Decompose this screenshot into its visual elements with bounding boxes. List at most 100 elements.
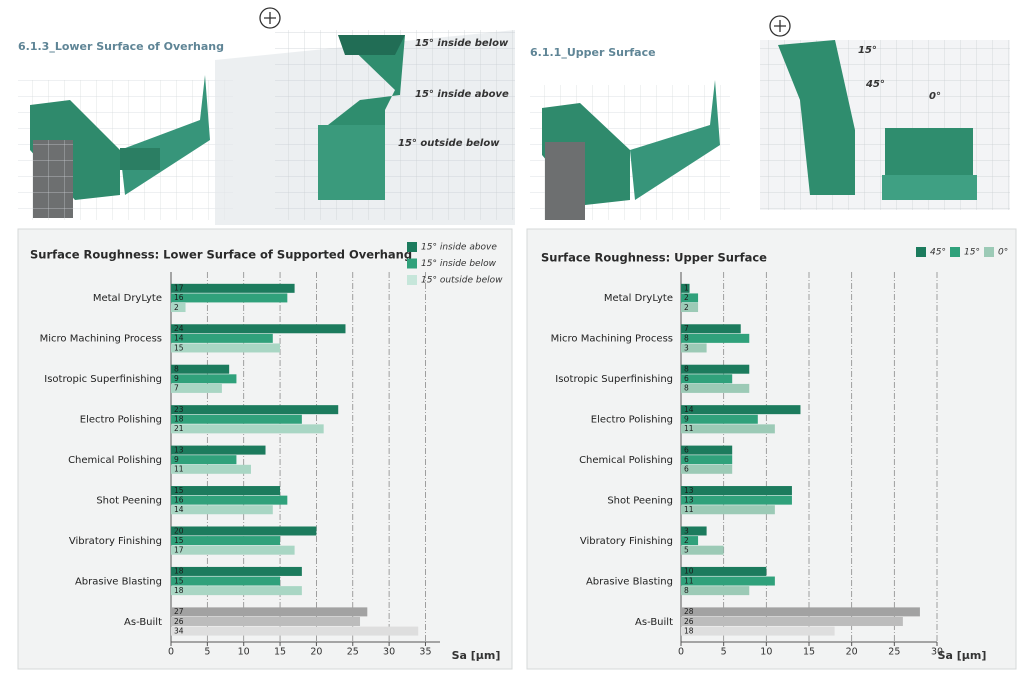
value-label: 16 [174, 293, 184, 302]
value-label: 9 [174, 455, 179, 464]
value-label: 14 [174, 334, 184, 343]
value-label: 34 [174, 626, 184, 635]
bar [171, 333, 273, 343]
value-label: 15 [174, 576, 184, 585]
bar [681, 445, 733, 455]
value-label: 16 [174, 495, 184, 504]
x-tick-label: 0 [678, 647, 684, 658]
category-label: Electro Polishing [591, 415, 673, 426]
x-tick-label: 25 [347, 647, 359, 658]
category-label: Chemical Polishing [579, 455, 673, 466]
value-label: 6 [684, 455, 689, 464]
x-tick-label: 0 [168, 647, 174, 658]
bar [681, 414, 758, 424]
bar [171, 293, 288, 303]
value-label: 24 [174, 324, 184, 333]
category-label: Electro Polishing [80, 415, 162, 426]
bar [681, 405, 801, 415]
bar [681, 576, 775, 586]
category-label: As-Built [635, 617, 673, 628]
bar [171, 616, 361, 626]
section-header: 6.1.3_Lower Surface of Overhang [18, 40, 224, 53]
value-label: 3 [684, 343, 689, 352]
bar [681, 626, 835, 636]
legend-swatch [950, 247, 960, 257]
chart-panel [526, 228, 1017, 670]
value-label: 2 [174, 303, 179, 312]
bar [681, 324, 741, 334]
value-label: 27 [174, 607, 184, 616]
value-label: 15 [174, 536, 184, 545]
annotation: 15° [858, 45, 877, 56]
value-label: 13 [174, 445, 184, 454]
legend-label: 45° [930, 248, 946, 258]
bar [171, 536, 281, 546]
bar [681, 486, 792, 496]
value-label: 11 [684, 505, 694, 514]
annotation: 15° outside below [398, 138, 500, 149]
value-label: 3 [684, 526, 689, 535]
x-tick-label: 10 [760, 647, 772, 658]
bar [681, 536, 699, 546]
value-label: 6 [684, 445, 689, 454]
value-label: 26 [174, 617, 184, 626]
bar [171, 566, 302, 576]
value-label: 7 [684, 324, 689, 333]
x-tick-label: 25 [888, 647, 900, 658]
category-label: Metal DryLyte [604, 293, 673, 304]
bar [681, 607, 920, 617]
legend-label: 15° inside above [421, 243, 497, 253]
bar [171, 283, 295, 293]
value-label: 8 [684, 334, 689, 343]
value-label: 5 [684, 545, 689, 554]
category-label: Vibratory Finishing [580, 536, 673, 547]
x-tick-label: 5 [204, 647, 210, 658]
category-label: Metal DryLyte [93, 293, 162, 304]
legend-label: 0° [998, 248, 1008, 258]
x-axis-label: Sa [µm] [452, 649, 501, 662]
value-label: 8 [684, 365, 689, 374]
x-tick-label: 20 [846, 647, 858, 658]
bar [681, 566, 767, 576]
x-axis-label: Sa [µm] [938, 649, 987, 662]
bar [681, 545, 724, 555]
category-label: Shot Peening [96, 495, 162, 506]
bar [171, 495, 288, 505]
legend-swatch [407, 258, 417, 269]
annotation: 0° [929, 91, 941, 102]
bar [171, 576, 281, 586]
bar [681, 464, 733, 474]
bar [681, 374, 733, 384]
legend-swatch [916, 247, 926, 257]
category-label: Micro Machining Process [40, 334, 162, 345]
bar [681, 455, 733, 465]
value-label: 17 [174, 545, 184, 554]
category-label: Abrasive Blasting [586, 576, 673, 587]
value-label: 8 [684, 384, 689, 393]
bar [681, 343, 707, 353]
value-label: 14 [684, 405, 694, 414]
chart-title: Surface Roughness: Lower Surface of Supp… [30, 248, 412, 262]
x-tick-label: 35 [419, 647, 431, 658]
bar [171, 383, 222, 393]
annotation: 15° inside below [415, 38, 509, 49]
category-label: Micro Machining Process [551, 334, 673, 345]
x-tick-label: 10 [238, 647, 250, 658]
legend-swatch [984, 247, 994, 257]
bar [171, 374, 237, 384]
bar [681, 303, 699, 313]
value-label: 14 [174, 505, 184, 514]
x-tick-label: 15 [803, 647, 815, 658]
render-left [18, 30, 515, 225]
value-label: 9 [684, 415, 689, 424]
x-tick-label: 5 [721, 647, 727, 658]
legend-swatch [407, 275, 417, 285]
zoom-icon-plus [264, 12, 276, 24]
bar [171, 364, 230, 374]
value-label: 18 [174, 586, 184, 595]
bar [171, 424, 324, 434]
category-label: Abrasive Blasting [75, 576, 162, 587]
value-label: 8 [684, 586, 689, 595]
category-label: As-Built [124, 617, 162, 628]
